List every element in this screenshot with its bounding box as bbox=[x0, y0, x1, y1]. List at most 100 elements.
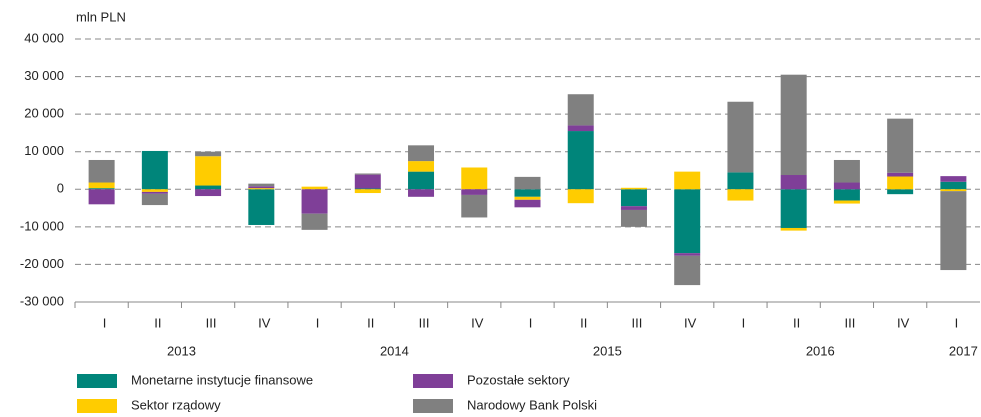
bar-segment bbox=[354, 188, 381, 190]
bar-segment bbox=[354, 189, 381, 194]
bar-segment bbox=[248, 186, 275, 189]
bar-segment bbox=[833, 182, 860, 190]
bar-segment bbox=[780, 227, 807, 231]
bar-segment bbox=[727, 172, 754, 190]
y-tick-label: -20 000 bbox=[20, 256, 64, 271]
bar-segment bbox=[620, 206, 647, 210]
x-tick-label: III bbox=[206, 315, 217, 330]
bar-segment bbox=[567, 125, 594, 132]
y-tick-label: 30 000 bbox=[24, 68, 64, 83]
x-tick-label: II bbox=[793, 315, 800, 330]
x-group-label: 2016 bbox=[806, 343, 835, 358]
bar-segment bbox=[567, 131, 594, 190]
bar-segment bbox=[674, 253, 701, 256]
bar-segment bbox=[833, 200, 860, 204]
bar-segment bbox=[514, 189, 541, 197]
legend-swatch bbox=[413, 399, 453, 413]
y-tick-label: -30 000 bbox=[20, 293, 64, 308]
bar-segment bbox=[301, 189, 328, 214]
x-tick-label: IV bbox=[471, 315, 484, 330]
x-tick-label: III bbox=[632, 315, 643, 330]
bar-segment bbox=[514, 176, 541, 190]
y-tick-label: 0 bbox=[57, 181, 64, 196]
y-tick-label: 40 000 bbox=[24, 30, 64, 45]
x-tick-label: III bbox=[419, 315, 430, 330]
bar-segment bbox=[88, 182, 115, 189]
x-tick-label: III bbox=[844, 315, 855, 330]
legend-label: Pozostałe sektory bbox=[467, 372, 570, 387]
x-tick-label: II bbox=[154, 315, 161, 330]
x-tick-label: II bbox=[580, 315, 587, 330]
bar-segment bbox=[408, 171, 435, 190]
bar-segment bbox=[301, 186, 328, 190]
legend-swatch bbox=[413, 374, 453, 388]
bar-segment bbox=[141, 189, 168, 192]
bar-segment bbox=[408, 161, 435, 172]
x-tick-label: I bbox=[529, 315, 533, 330]
bar-segment bbox=[461, 167, 488, 190]
bar-segment bbox=[620, 209, 647, 227]
bar-segment bbox=[940, 176, 967, 182]
bar-segment bbox=[88, 159, 115, 183]
bar-segment bbox=[141, 150, 168, 190]
bar-segment bbox=[940, 191, 967, 271]
bar-segment bbox=[88, 188, 115, 190]
bar-segment bbox=[461, 194, 488, 218]
bar-segment bbox=[620, 187, 647, 190]
legend-label: Monetarne instytucje finansowe bbox=[131, 372, 313, 387]
bar-segment bbox=[780, 175, 807, 190]
bar-segment bbox=[833, 159, 860, 183]
bar-segment bbox=[514, 199, 541, 208]
bar-segment bbox=[354, 173, 381, 175]
bar-segment bbox=[674, 189, 701, 254]
bar-segment bbox=[141, 191, 168, 194]
x-tick-label: IV bbox=[897, 315, 910, 330]
bar-segment bbox=[780, 189, 807, 228]
legend-swatch bbox=[77, 374, 117, 388]
bar-segment bbox=[408, 189, 435, 197]
bar-segment bbox=[567, 94, 594, 126]
bar-segment bbox=[195, 151, 222, 157]
bar-segment bbox=[195, 185, 222, 190]
y-axis-label: mln PLN bbox=[76, 9, 126, 24]
x-group-label: 2015 bbox=[593, 343, 622, 358]
bar-segment bbox=[940, 181, 967, 190]
bar-segment bbox=[620, 189, 647, 207]
bar-segment bbox=[887, 118, 914, 173]
x-tick-label: I bbox=[316, 315, 320, 330]
bar-segment bbox=[567, 189, 594, 204]
bar-segment bbox=[887, 172, 914, 177]
bar-segment bbox=[833, 189, 860, 201]
bar-segment bbox=[727, 101, 754, 173]
bar-segment bbox=[408, 145, 435, 162]
bar-segment bbox=[354, 174, 381, 189]
bar-segment bbox=[674, 255, 701, 286]
legend-label: Sektor rządowy bbox=[131, 397, 221, 412]
bar-segment bbox=[727, 189, 754, 201]
x-tick-label: II bbox=[367, 315, 374, 330]
bar-segment bbox=[887, 176, 914, 190]
x-group-label: 2013 bbox=[167, 343, 196, 358]
x-tick-label: I bbox=[742, 315, 746, 330]
bar-segment bbox=[88, 189, 115, 205]
x-group-label: 2014 bbox=[380, 343, 409, 358]
x-tick-label: I bbox=[955, 315, 959, 330]
x-tick-label: IV bbox=[258, 315, 271, 330]
bar-segment bbox=[248, 183, 275, 187]
bar-segment bbox=[301, 213, 328, 230]
y-tick-label: -10 000 bbox=[20, 218, 64, 233]
bar-segment bbox=[887, 189, 914, 195]
bar-segment bbox=[461, 189, 488, 195]
bar-segment bbox=[248, 189, 275, 225]
bar-segment bbox=[514, 196, 541, 200]
legend-swatch bbox=[77, 399, 117, 413]
y-tick-label: 20 000 bbox=[24, 106, 64, 121]
x-tick-label: IV bbox=[684, 315, 697, 330]
bar-segment bbox=[195, 189, 222, 197]
bar-segment bbox=[780, 74, 807, 176]
bar-segment bbox=[940, 189, 967, 192]
bar-segment bbox=[141, 193, 168, 206]
legend-label: Narodowy Bank Polski bbox=[467, 397, 597, 412]
x-group-label: 2017 bbox=[949, 343, 978, 358]
